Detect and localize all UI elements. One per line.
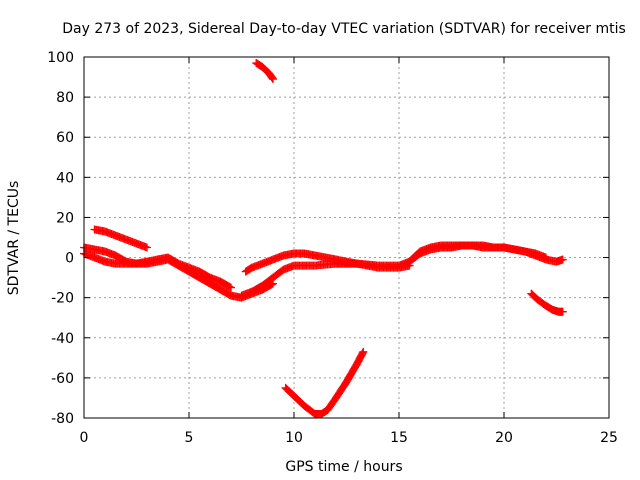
chart-title: Day 273 of 2023, Sidereal Day-to-day VTE… bbox=[62, 21, 626, 37]
x-tick-label: 10 bbox=[285, 430, 303, 446]
y-tick-label: 0 bbox=[65, 251, 74, 267]
y-tick-label: 100 bbox=[47, 50, 74, 66]
x-tick-label: 15 bbox=[390, 430, 408, 446]
y-tick-label: 60 bbox=[56, 130, 74, 146]
series-arc-8 bbox=[252, 59, 277, 84]
data-point bbox=[269, 75, 277, 84]
series-arc-7 bbox=[405, 241, 550, 266]
y-tick-label: -80 bbox=[51, 411, 74, 427]
plot-frame bbox=[83, 56, 610, 419]
y-tick-label: 40 bbox=[56, 170, 74, 186]
y-tick-label: -60 bbox=[51, 371, 74, 387]
data-point bbox=[143, 243, 151, 252]
y-tick-label: -40 bbox=[51, 331, 74, 347]
grid-layer bbox=[84, 57, 609, 418]
axis-layer: 0 5 10 15 20 25 -80 -60 -40 -20 0 20 40 60 80 100 bbox=[47, 50, 618, 446]
data-layer bbox=[80, 59, 567, 418]
y-axis-label: SDTVAR / TECUs bbox=[6, 181, 22, 296]
data-point bbox=[225, 282, 234, 291]
series-arc-9 bbox=[281, 347, 368, 418]
data-point bbox=[268, 74, 277, 83]
data-point bbox=[558, 307, 567, 316]
data-point bbox=[359, 347, 368, 356]
x-tick-label: 20 bbox=[495, 430, 513, 446]
y-tick-label: 20 bbox=[56, 210, 74, 226]
x-tick-label: 5 bbox=[185, 430, 194, 446]
data-point bbox=[542, 253, 550, 262]
series-arc-10 bbox=[527, 289, 567, 316]
series-arc-6 bbox=[332, 259, 414, 272]
x-tick-label: 25 bbox=[600, 430, 618, 446]
data-point bbox=[267, 73, 276, 82]
y-tick-label: -20 bbox=[51, 291, 74, 307]
y-tick-label: 80 bbox=[56, 90, 74, 106]
x-axis-label: GPS time / hours bbox=[285, 459, 402, 475]
data-point bbox=[558, 255, 567, 264]
x-tick-label: 0 bbox=[80, 430, 89, 446]
data-point bbox=[227, 283, 235, 292]
series-arc-3 bbox=[90, 225, 151, 252]
